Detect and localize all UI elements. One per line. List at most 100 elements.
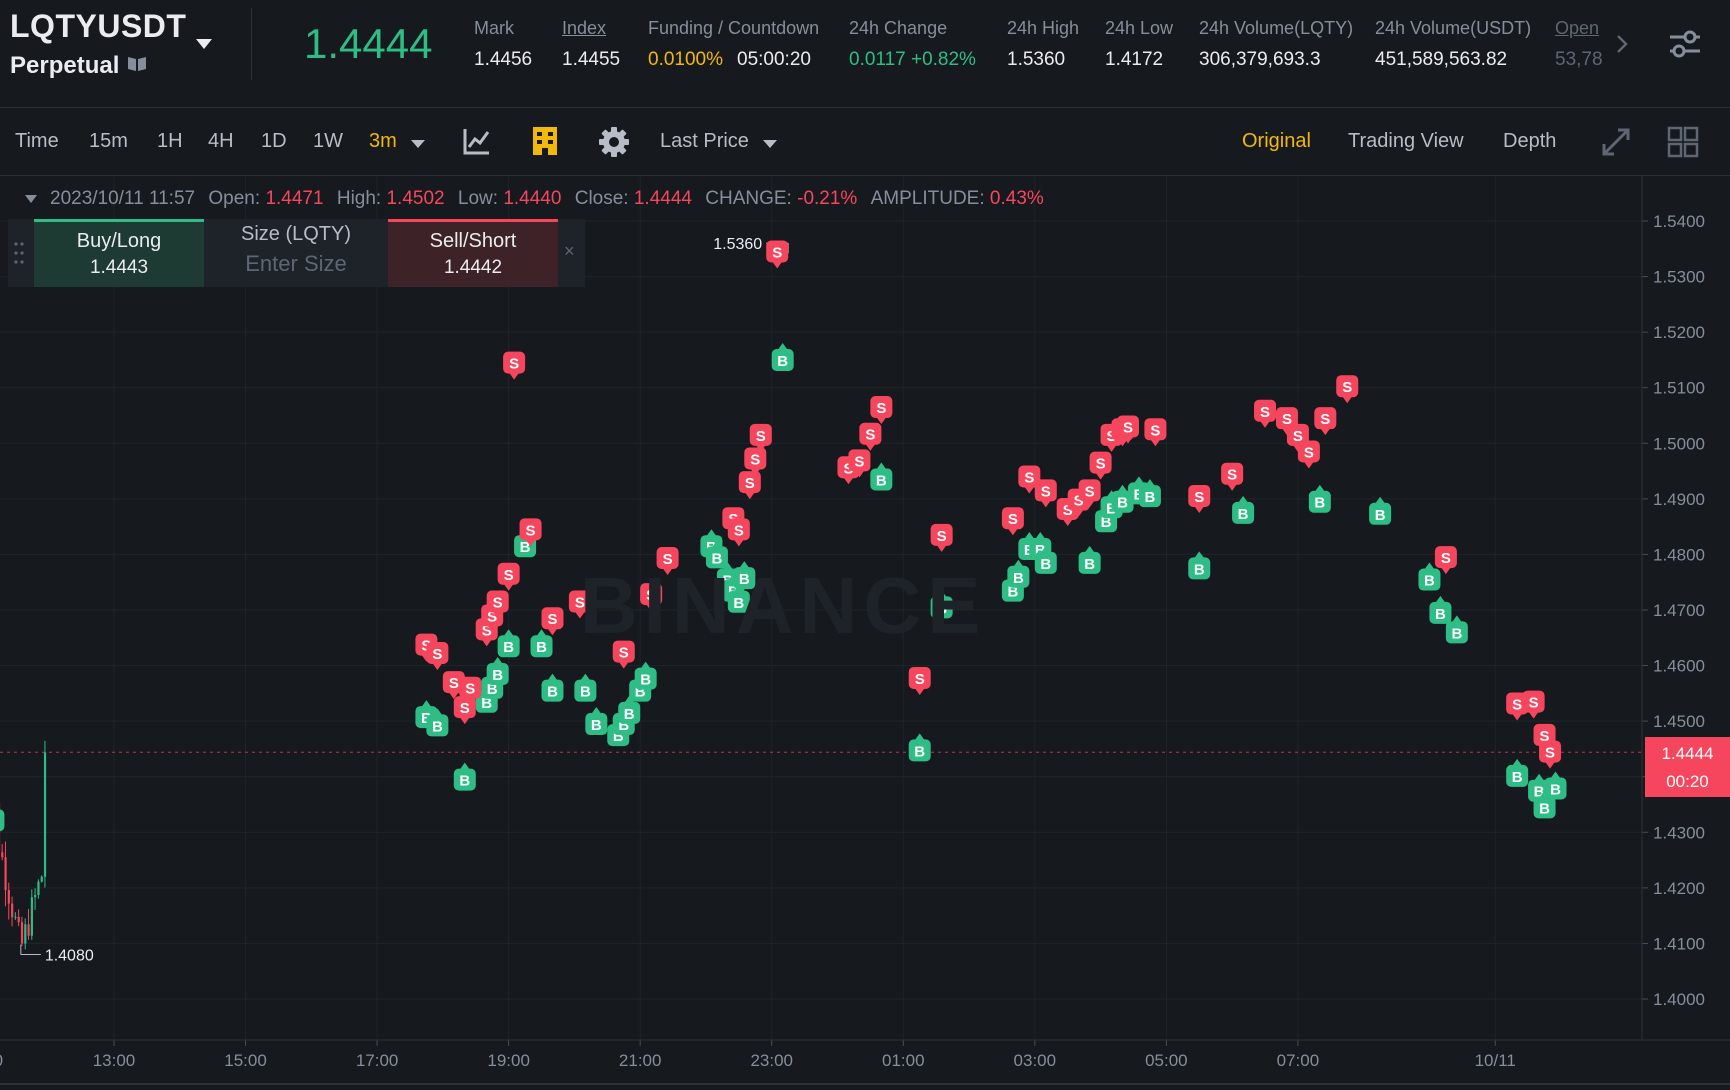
buy-marker[interactable]: B [1429, 595, 1452, 624]
sell-marker[interactable]: S [908, 666, 931, 695]
sell-marker[interactable]: S [503, 351, 526, 380]
symbol-name[interactable]: LQTYUSDT [10, 8, 187, 44]
sell-marker[interactable]: S [1539, 740, 1562, 769]
sell-marker[interactable]: S [744, 447, 767, 476]
sell-marker[interactable]: S [1188, 484, 1211, 513]
chevron-right-icon[interactable] [1612, 32, 1632, 56]
gear-icon[interactable] [598, 126, 630, 158]
buy-marker[interactable]: B [530, 629, 553, 658]
sell-marker[interactable]: S [486, 590, 509, 619]
interval-time[interactable]: Time [15, 130, 59, 152]
buy-marker[interactable]: B [1506, 758, 1529, 787]
buy-marker[interactable]: B [705, 540, 728, 569]
interval-1w[interactable]: 1W [313, 130, 343, 152]
buy-marker[interactable]: B [930, 590, 953, 619]
current-price: 1.4444 [1661, 744, 1714, 763]
price-type-select[interactable]: Last Price [660, 130, 749, 152]
buy-marker[interactable]: B [1232, 495, 1255, 524]
sell-marker[interactable]: S [519, 518, 542, 547]
sell-marker[interactable]: S [1034, 479, 1057, 508]
sell-marker[interactable]: S [766, 240, 789, 269]
sell-marker[interactable]: S [1221, 462, 1244, 491]
sell-marker[interactable]: S [727, 518, 750, 547]
sell-marker[interactable]: S [1018, 465, 1041, 494]
sell-short-button[interactable]: Sell/Short 1.4442 [388, 219, 558, 287]
sell-marker[interactable]: S [1078, 479, 1101, 508]
sell-marker[interactable]: S [568, 590, 591, 619]
indicator-chart-icon[interactable] [462, 126, 492, 156]
view-trading-view[interactable]: Trading View [1348, 130, 1464, 152]
buy-marker[interactable]: B [908, 733, 931, 762]
close-icon[interactable]: × [564, 241, 575, 261]
buy-long-button[interactable]: Buy/Long 1.4443 [34, 219, 204, 287]
sell-marker[interactable]: S [870, 396, 893, 425]
buy-marker[interactable]: B [1308, 484, 1331, 513]
buy-marker[interactable]: B [1544, 771, 1567, 800]
interval-1h[interactable]: 1H [157, 130, 183, 152]
interval-4h[interactable]: 4H [208, 130, 234, 152]
sell-marker[interactable]: S [497, 562, 520, 591]
sell-marker[interactable]: S [1297, 440, 1320, 469]
sell-marker[interactable]: S [859, 422, 882, 451]
buy-marker[interactable]: B [1418, 562, 1441, 591]
size-input[interactable] [219, 250, 373, 278]
buy-marker[interactable]: B [497, 629, 520, 658]
interval-1d[interactable]: 1D [261, 130, 287, 152]
sell-marker[interactable]: S [1116, 415, 1139, 444]
sell-marker[interactable]: S [1144, 418, 1167, 447]
buy-marker[interactable]: B [486, 657, 509, 686]
sell-marker[interactable]: S [459, 676, 482, 705]
sell-marker[interactable]: S [1314, 407, 1337, 436]
buy-marker[interactable]: B [541, 673, 564, 702]
settings-sliders-icon[interactable] [1668, 28, 1702, 60]
buy-marker[interactable]: B [634, 661, 657, 690]
buy-marker[interactable]: B [453, 762, 476, 791]
sell-marker[interactable]: S [1336, 375, 1359, 404]
sell-marker[interactable]: S [1254, 399, 1277, 428]
buy-marker[interactable]: B [1445, 615, 1468, 644]
buy-marker[interactable]: B [1369, 496, 1392, 525]
buy-marker[interactable]: B [1138, 479, 1161, 508]
buy-marker[interactable]: B [426, 708, 449, 737]
buy-marker[interactable]: B [1034, 545, 1057, 574]
interval-active[interactable]: 3m [369, 130, 397, 152]
sell-marker[interactable]: S [1001, 507, 1024, 536]
sell-marker[interactable]: S [612, 640, 635, 669]
expand-icon[interactable] [1600, 126, 1632, 158]
view-depth[interactable]: Depth [1503, 130, 1557, 152]
buy-marker[interactable]: B [0, 803, 5, 832]
view-original[interactable]: Original [1242, 130, 1311, 152]
sell-marker[interactable]: S [640, 583, 663, 612]
sell-marker[interactable]: S [1522, 690, 1545, 719]
sell-marker[interactable]: S [930, 523, 953, 552]
sell-marker[interactable]: S [749, 423, 772, 452]
book-icon[interactable] [126, 55, 148, 73]
sell-marker[interactable]: S [1089, 451, 1112, 480]
collapse-caret-icon[interactable] [24, 194, 38, 204]
buy-marker[interactable]: B [585, 707, 608, 736]
sell-marker[interactable]: S [848, 449, 871, 478]
index-price-stat[interactable]: Index 1.4455 [562, 18, 620, 71]
sell-marker[interactable]: S [656, 547, 679, 576]
sell-marker[interactable]: S [1434, 546, 1457, 575]
building-icon[interactable] [532, 126, 558, 156]
buy-marker[interactable]: B [1007, 559, 1030, 588]
buy-marker[interactable]: B [771, 343, 794, 372]
caret-down-icon[interactable] [193, 36, 215, 52]
sell-marker[interactable]: S [541, 607, 564, 636]
buy-marker[interactable]: B [618, 695, 641, 724]
buy-marker[interactable]: B [574, 673, 597, 702]
interval-dropdown-icon[interactable] [410, 138, 426, 150]
sell-marker[interactable]: S [738, 471, 761, 500]
sell-marker[interactable]: S [426, 641, 449, 670]
interval-15m[interactable]: 15m [89, 130, 128, 152]
buy-marker[interactable]: B [1188, 551, 1211, 580]
layout-grid-icon[interactable] [1667, 126, 1699, 158]
drag-handle-icon[interactable] [14, 241, 24, 265]
buy-marker[interactable]: B [733, 561, 756, 590]
buy-marker[interactable]: B [870, 462, 893, 491]
buy-marker[interactable]: B [1078, 545, 1101, 574]
candlestick-chart[interactable]: 1.40001.41001.42001.43001.44001.45001.46… [0, 176, 1730, 1090]
price-type-dropdown-icon[interactable] [762, 138, 778, 150]
index-label[interactable]: Index [562, 18, 607, 38]
